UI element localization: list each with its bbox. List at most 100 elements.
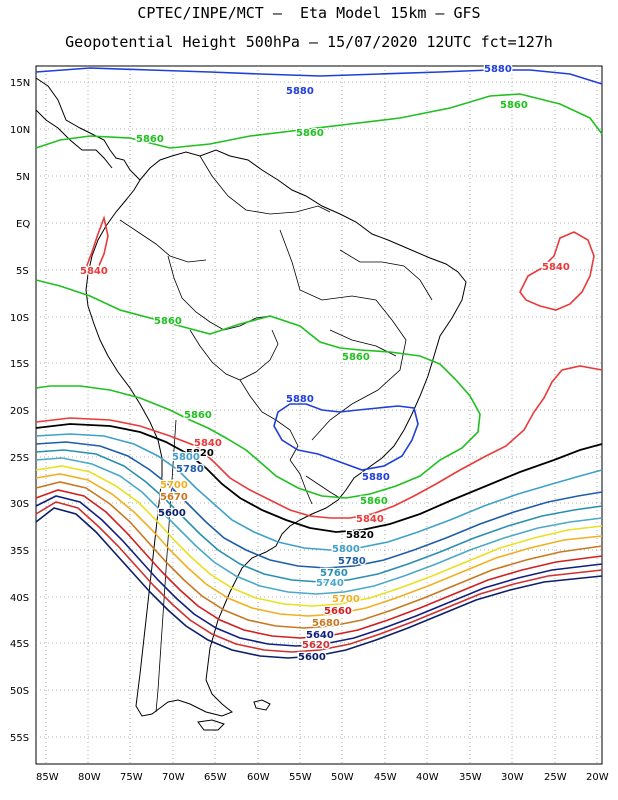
contour-label-5840-atlantic: 5840 bbox=[542, 262, 570, 273]
tierra-del-fuego bbox=[197, 719, 225, 731]
contour-label-5860-n2: 5860 bbox=[136, 134, 164, 145]
contour-label-5860-brazil: 5860 bbox=[342, 352, 370, 363]
contour-5860-north bbox=[35, 93, 603, 149]
contour-label-5860-mid: 5860 bbox=[154, 316, 182, 327]
contour-5840-peru bbox=[85, 215, 109, 269]
contour-5780 bbox=[35, 441, 603, 569]
lat-label-25s: 25S bbox=[10, 453, 29, 464]
lon-label-80w: 80W bbox=[78, 772, 101, 783]
contour-label-5760-se: 5760 bbox=[320, 568, 348, 579]
contour-label-5700-se: 5700 bbox=[332, 594, 360, 605]
lat-label-15s: 15S bbox=[10, 359, 29, 370]
contour-label-5880-brazil: 5880 bbox=[286, 394, 314, 405]
contour-label-5660-se: 5660 bbox=[324, 606, 352, 617]
lat-label-55s: 55S bbox=[10, 733, 29, 744]
lat-label-10s: 10S bbox=[10, 313, 29, 324]
contour-5880-north bbox=[35, 67, 603, 85]
contour-labels: 5880 5880 5860 5860 5860 5840 5840 5860 … bbox=[79, 63, 571, 665]
contour-label-5880-nw: 5880 bbox=[286, 86, 314, 97]
contour-label-5680-se: 5680 bbox=[312, 618, 340, 629]
contour-label-5840-west: 5840 bbox=[80, 266, 108, 277]
title-line-1: CPTEC/INPE/MCT – Eta Model 15km – GFS bbox=[137, 4, 481, 22]
contour-label-5860-south: 5860 bbox=[360, 496, 388, 507]
contour-5840-atlantic bbox=[519, 231, 595, 311]
contour-label-5780-se: 5780 bbox=[338, 556, 366, 567]
contour-5620 bbox=[35, 501, 603, 653]
lon-label-40w: 40W bbox=[416, 772, 439, 783]
lon-label-70w: 70W bbox=[162, 772, 185, 783]
contour-5800 bbox=[35, 433, 603, 551]
longitude-axis: 85W 80W 75W 70W 65W 60W 55W 50W 45W 40W … bbox=[36, 772, 609, 783]
title-line-2: Geopotential Height 500hPa – 15/07/2020 … bbox=[65, 33, 553, 51]
lat-label-45s: 45S bbox=[10, 639, 29, 650]
contour-label-5620-se: 5620 bbox=[302, 640, 330, 651]
contour-5600 bbox=[35, 507, 603, 659]
contour-label-5600-west: 5600 bbox=[158, 508, 186, 519]
contour-5640 bbox=[35, 495, 603, 647]
lat-label-20s: 20S bbox=[10, 406, 29, 417]
lon-label-65w: 65W bbox=[204, 772, 227, 783]
border-brazil-uruguay bbox=[305, 475, 341, 499]
lon-label-45w: 45W bbox=[374, 772, 397, 783]
falklands-island bbox=[253, 699, 271, 711]
lon-label-50w: 50W bbox=[331, 772, 354, 783]
contour-5820 bbox=[35, 423, 603, 533]
border-colombia-peru bbox=[119, 219, 207, 263]
contour-label-5860-sw: 5860 bbox=[184, 410, 212, 421]
brazil-state-borders bbox=[279, 229, 407, 441]
contour-5880-brazil bbox=[273, 403, 419, 471]
lat-label-30s: 30S bbox=[10, 499, 29, 510]
geopotential-contours bbox=[35, 67, 603, 659]
lon-label-30w: 30W bbox=[501, 772, 524, 783]
contour-5840-main bbox=[35, 365, 603, 519]
lon-label-55w: 55W bbox=[289, 772, 312, 783]
lon-label-25w: 25W bbox=[544, 772, 567, 783]
latitude-axis: 15N 10N 5N EQ 5S 10S 15S 20S 25S 30S 35S… bbox=[10, 78, 30, 744]
contour-5720 bbox=[35, 465, 603, 607]
lat-label-5n: 5N bbox=[16, 172, 30, 183]
contour-label-5740-se: 5740 bbox=[316, 578, 344, 589]
contour-label-5800-sw: 5800 bbox=[172, 452, 200, 463]
lat-label-35s: 35S bbox=[10, 546, 29, 557]
contour-5680 bbox=[35, 481, 603, 629]
border-argentina-uruguay bbox=[289, 459, 313, 505]
coastlines bbox=[35, 77, 467, 731]
contour-label-5860-ne: 5860 bbox=[500, 100, 528, 111]
border-venezuela-brazil bbox=[199, 155, 331, 215]
lat-label-15n: 15N bbox=[10, 78, 30, 89]
contour-label-5820-se: 5820 bbox=[346, 530, 374, 541]
contour-5740 bbox=[35, 457, 603, 595]
contour-5660 bbox=[35, 489, 603, 639]
lon-label-20w: 20W bbox=[586, 772, 609, 783]
graticule bbox=[36, 66, 602, 764]
contour-5760 bbox=[35, 449, 603, 583]
contour-5860-central bbox=[35, 279, 481, 499]
central-america-coast bbox=[35, 77, 141, 181]
border-argentina-chile bbox=[155, 419, 177, 713]
contour-5700 bbox=[35, 473, 603, 617]
contour-label-5840-sw: 5840 bbox=[194, 438, 222, 449]
contour-label-5860-n1: 5860 bbox=[296, 128, 324, 139]
contour-label-5840-se: 5840 bbox=[356, 514, 384, 525]
lat-label-5s: 5S bbox=[16, 266, 29, 277]
contour-label-5800-se: 5800 bbox=[332, 544, 360, 555]
contour-label-5780-sw: 5780 bbox=[176, 464, 204, 475]
contour-label-5700-west: 5700 bbox=[160, 480, 188, 491]
lat-label-40s: 40S bbox=[10, 593, 29, 604]
lat-label-50s: 50S bbox=[10, 686, 29, 697]
contour-label-5600-se: 5600 bbox=[298, 652, 326, 663]
contour-label-5880-top: 5880 bbox=[484, 64, 512, 75]
south-america-outline bbox=[85, 149, 467, 717]
lat-label-eq: EQ bbox=[16, 219, 30, 230]
contour-label-5820-sw: 5820 bbox=[186, 448, 214, 459]
caribbean-coast bbox=[35, 109, 113, 169]
lat-label-10n: 10N bbox=[10, 125, 30, 136]
lon-label-35w: 35W bbox=[459, 772, 482, 783]
contour-label-5880-south: 5880 bbox=[362, 472, 390, 483]
contour-label-5640-se: 5640 bbox=[306, 630, 334, 641]
lon-label-75w: 75W bbox=[120, 772, 143, 783]
lon-label-85w: 85W bbox=[36, 772, 59, 783]
lon-label-60w: 60W bbox=[247, 772, 270, 783]
contour-label-5670-west: 5670 bbox=[160, 492, 188, 503]
